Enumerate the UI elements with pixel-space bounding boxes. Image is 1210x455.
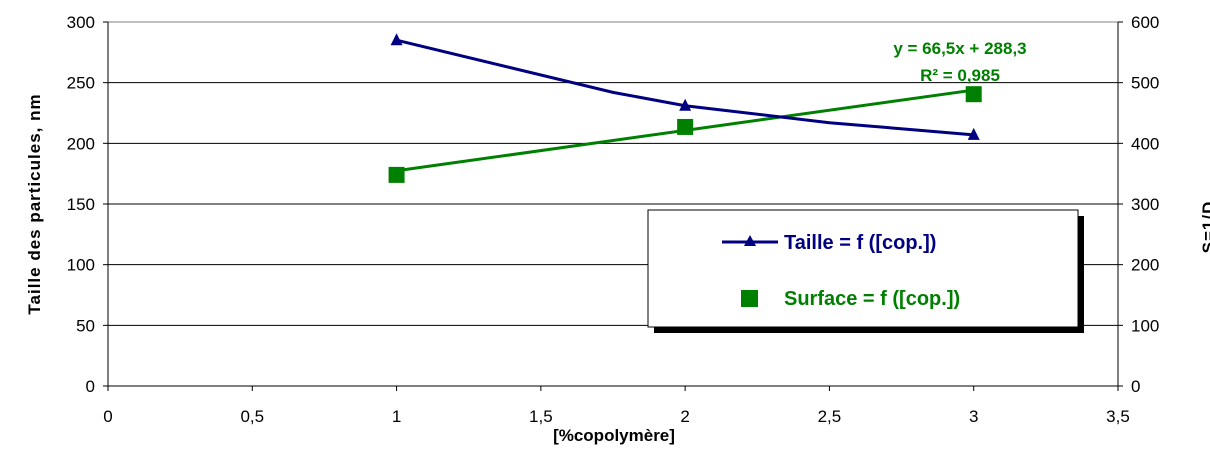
y-right-tick-label: 100 xyxy=(1131,316,1159,335)
legend-box xyxy=(647,209,1079,328)
x-tick-label: 1 xyxy=(392,407,401,426)
y-left-tick-label: 250 xyxy=(67,74,95,93)
y-left-tick-label: 100 xyxy=(67,256,95,275)
x-tick-label: 3 xyxy=(969,407,978,426)
y-right-tick-label: 400 xyxy=(1131,134,1159,153)
y-right-tick-label: 500 xyxy=(1131,74,1159,93)
y-right-tick-label: 200 xyxy=(1131,256,1159,275)
x-tick-label: 0 xyxy=(103,407,112,426)
y-left-tick-label: 0 xyxy=(86,377,95,396)
surface-point xyxy=(965,86,982,103)
y-right-axis-label: S=1/D xyxy=(1199,201,1210,254)
series-layer xyxy=(388,33,982,183)
taille-point xyxy=(967,127,980,140)
y-right-tick-label: 0 xyxy=(1131,377,1140,396)
x-tick-label: 2,5 xyxy=(818,407,842,426)
trendline-r2: R² = 0,985 xyxy=(920,66,1000,85)
y-left-tick-label: 150 xyxy=(67,195,95,214)
surface-point xyxy=(388,166,405,183)
x-tick-label: 3,5 xyxy=(1106,407,1130,426)
x-tick-label: 2 xyxy=(680,407,689,426)
x-axis-label: [%copolymère] xyxy=(553,426,675,445)
legend-label-surface: Surface = f ([cop.]) xyxy=(784,288,960,310)
axes: 0 50 100 150 200 250 300 0 100 200 300 400 500 600 0 0,… xyxy=(67,13,1160,426)
y-right-tick-label: 600 xyxy=(1131,13,1159,32)
y-left-tick-label: 50 xyxy=(76,316,95,335)
y-left-tick-label: 300 xyxy=(67,13,95,32)
surface-point xyxy=(677,118,694,135)
y-right-tick-label: 300 xyxy=(1131,195,1159,214)
legend-marker-surface xyxy=(741,290,758,307)
legend-label-taille: Taille = f ([cop.]) xyxy=(784,232,936,254)
y-left-tick-label: 200 xyxy=(67,134,95,153)
taille-point xyxy=(679,98,692,111)
x-tick-label: 1,5 xyxy=(529,407,553,426)
trendline-equation: y = 66,5x + 288,3 xyxy=(893,39,1026,58)
y-left-axis-label: Taille des particules, nm xyxy=(25,93,44,314)
legend-marker-taille xyxy=(744,235,756,246)
x-tick-label: 0,5 xyxy=(240,407,264,426)
taille-point xyxy=(390,33,403,46)
legend: Taille = f ([cop.]) Surface = f ([cop.]) xyxy=(647,209,1084,333)
